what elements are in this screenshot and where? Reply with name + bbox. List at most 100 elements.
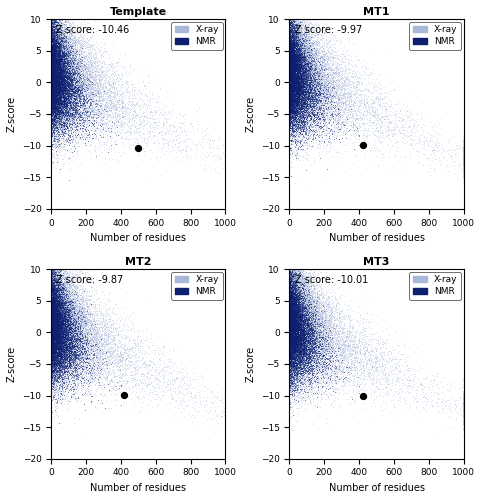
Point: [61, 78, 69, 86]
Point: [289, 122, 296, 130]
Point: [303, 334, 310, 342]
Point: [66, 72, 73, 80]
Point: [53, 96, 60, 104]
Point: [141, 370, 149, 378]
Point: [288, 340, 295, 348]
Point: [292, 310, 299, 318]
Point: [95, 324, 103, 332]
Point: [61, 315, 69, 323]
Point: [311, 324, 319, 332]
Point: [317, 371, 325, 379]
Point: [288, 66, 296, 74]
Point: [61, 356, 68, 364]
Point: [58, 326, 66, 334]
Point: [48, 47, 55, 55]
Point: [300, 334, 308, 342]
Point: [61, 49, 69, 57]
Point: [289, 355, 297, 363]
Point: [288, 45, 296, 53]
Point: [406, 375, 414, 383]
Point: [288, 94, 296, 102]
Point: [286, 304, 294, 312]
Point: [101, 330, 108, 338]
Point: [287, 352, 295, 360]
Point: [48, 60, 56, 68]
Point: [336, 294, 344, 302]
Point: [291, 290, 299, 298]
Point: [291, 44, 298, 52]
Point: [287, 298, 295, 306]
Point: [293, 346, 301, 354]
Point: [289, 112, 296, 120]
Point: [63, 376, 70, 384]
Point: [66, 344, 73, 352]
Point: [289, 68, 296, 76]
Point: [131, 350, 139, 358]
Point: [292, 24, 300, 32]
Point: [294, 332, 301, 340]
Point: [51, 63, 59, 71]
Point: [49, 62, 56, 70]
Point: [59, 50, 67, 58]
Point: [295, 352, 303, 360]
Point: [62, 285, 70, 293]
Point: [134, 380, 142, 388]
Point: [113, 360, 121, 368]
Point: [59, 350, 67, 358]
Point: [55, 318, 63, 326]
Point: [81, 328, 89, 336]
Point: [308, 306, 315, 314]
Point: [54, 332, 61, 340]
Point: [55, 106, 63, 114]
Point: [75, 91, 83, 99]
Point: [73, 322, 80, 330]
Point: [48, 319, 55, 327]
Point: [372, 366, 379, 374]
Point: [323, 65, 331, 73]
Point: [51, 370, 59, 378]
Point: [292, 66, 300, 74]
Point: [292, 72, 300, 80]
Point: [161, 378, 168, 386]
Point: [288, 310, 296, 318]
Point: [62, 62, 69, 70]
Point: [50, 276, 58, 283]
Point: [323, 94, 331, 102]
Point: [58, 278, 66, 285]
Point: [123, 344, 131, 352]
Point: [56, 310, 64, 318]
Point: [54, 300, 61, 308]
Point: [56, 54, 64, 62]
Point: [328, 62, 336, 70]
Point: [288, 312, 295, 320]
Point: [53, 52, 61, 60]
Point: [332, 380, 340, 388]
Point: [65, 348, 72, 356]
Point: [58, 64, 66, 72]
Point: [57, 56, 65, 64]
Point: [50, 335, 58, 343]
Point: [287, 350, 295, 358]
Point: [61, 88, 68, 96]
Point: [348, 110, 356, 118]
Point: [94, 97, 101, 105]
Point: [53, 66, 61, 74]
Point: [307, 49, 315, 57]
Point: [53, 310, 61, 318]
Point: [321, 351, 329, 359]
Point: [50, 102, 58, 110]
Point: [291, 58, 298, 66]
Point: [113, 98, 121, 106]
Point: [60, 79, 68, 87]
Point: [94, 100, 101, 108]
Point: [291, 292, 299, 300]
Point: [292, 122, 300, 130]
Point: [50, 298, 57, 306]
Point: [305, 315, 313, 323]
Point: [287, 302, 295, 310]
Point: [287, 57, 295, 65]
Point: [49, 70, 56, 78]
Point: [60, 284, 67, 292]
Point: [286, 336, 294, 344]
Point: [54, 341, 61, 349]
